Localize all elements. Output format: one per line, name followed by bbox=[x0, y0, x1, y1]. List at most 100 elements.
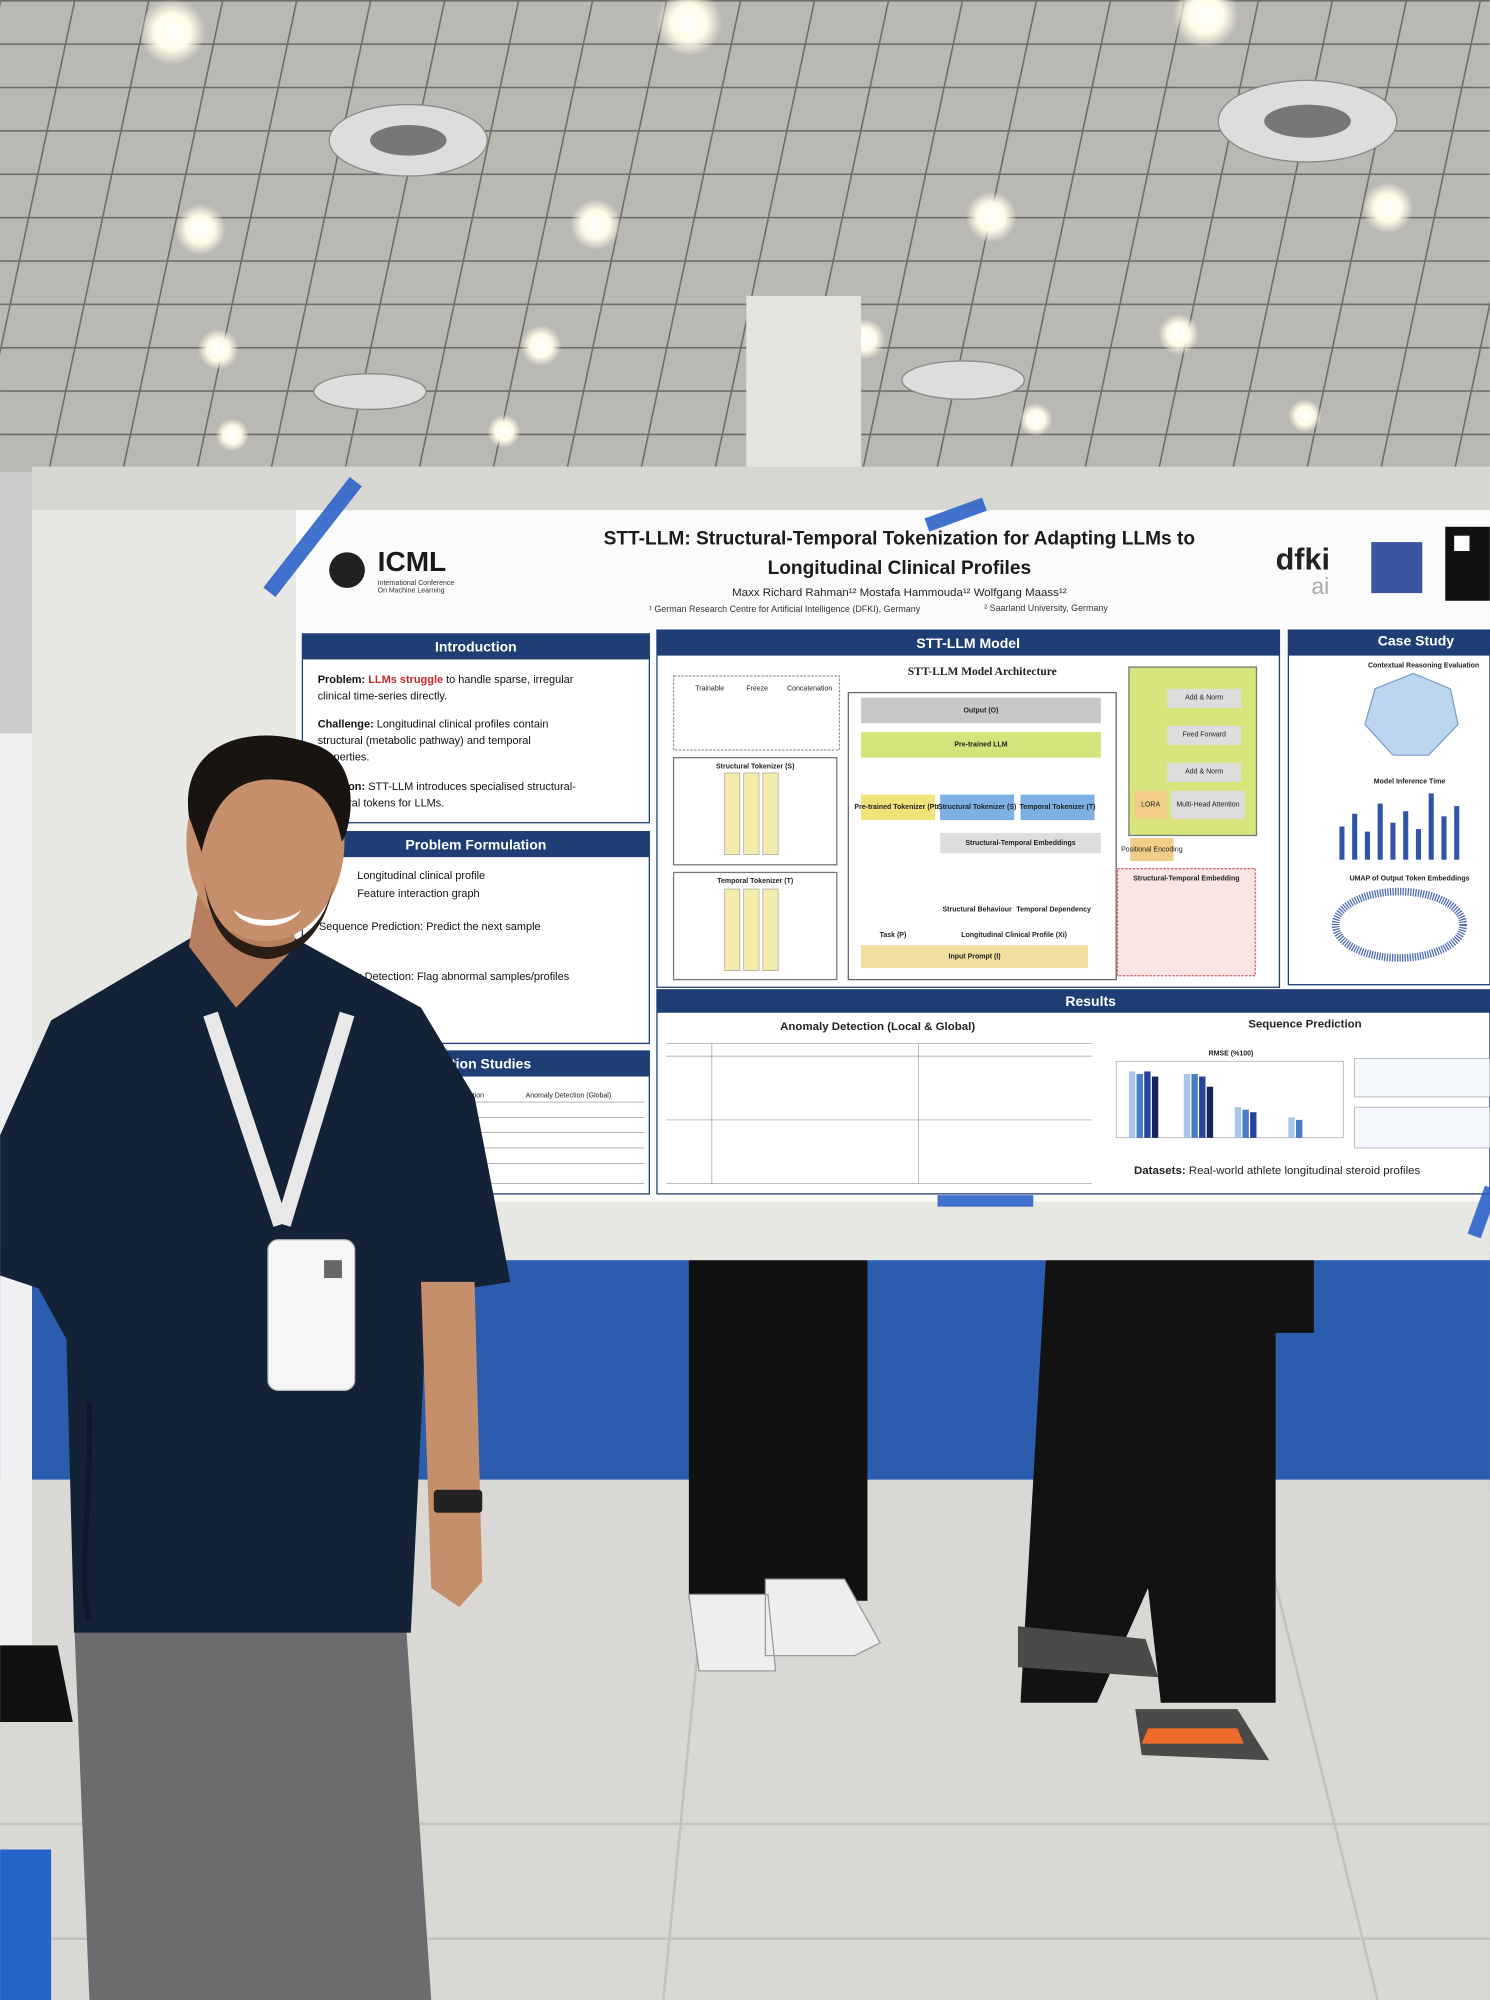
block bbox=[1134, 790, 1168, 819]
panel-header bbox=[1288, 630, 1490, 656]
formulation-text: Sequence Prediction: Predict the next sa… bbox=[319, 921, 541, 933]
block-label: Add & Norm bbox=[1185, 695, 1223, 702]
panel-label: Contextual Reasoning Evaluation bbox=[1368, 663, 1479, 670]
block-label: Feed Forward bbox=[1182, 732, 1226, 739]
university-logo bbox=[1371, 542, 1423, 594]
ceiling bbox=[0, 0, 1490, 472]
block-label: Longitudinal Clinical Profile (Xi) bbox=[961, 932, 1067, 939]
panel-header bbox=[656, 630, 1280, 656]
block-label: Temporal Tokenizer (T) bbox=[1020, 804, 1096, 811]
tokenizer-label: Temporal Tokenizer (T) bbox=[717, 878, 793, 885]
qr-code bbox=[1454, 535, 1470, 552]
background-people bbox=[688, 1256, 1314, 1761]
block-label: Temporal Dependency bbox=[1016, 906, 1091, 913]
block-label: Multi-Head Attention bbox=[1176, 802, 1239, 809]
section-heading: Case Study bbox=[1378, 632, 1455, 648]
logo-sub: International Conference bbox=[378, 580, 455, 587]
panel bbox=[301, 633, 650, 824]
block bbox=[1167, 688, 1242, 708]
label: Datasets: bbox=[1134, 1165, 1186, 1177]
section-heading: Problem Formulation bbox=[405, 836, 546, 852]
radar-chart bbox=[1364, 672, 1459, 756]
affiliation: ¹ German Research Centre for Artificial … bbox=[649, 604, 921, 614]
intro-text: Problem: LLMs struggle to handle sparse,… bbox=[318, 674, 574, 686]
embedding-box bbox=[1116, 867, 1256, 977]
label: Challenge: bbox=[318, 718, 374, 730]
board-top bbox=[31, 466, 1490, 511]
poster-title: Longitudinal Clinical Profiles bbox=[768, 558, 1032, 579]
block bbox=[861, 794, 936, 821]
block-label: Structural-Temporal Embeddings bbox=[965, 840, 1075, 847]
block-label: Structural Tokenizer (S) bbox=[938, 804, 1016, 811]
block bbox=[1020, 794, 1095, 821]
block bbox=[1167, 725, 1242, 745]
legend-item: Freeze bbox=[746, 686, 768, 693]
label: Problem: bbox=[318, 674, 365, 686]
rmse-bars bbox=[1115, 1058, 1490, 1149]
panel-label: UMAP of Output Token Embeddings bbox=[1350, 876, 1470, 883]
legend-item: Concatenation bbox=[787, 686, 832, 693]
legend-item: Trainable bbox=[695, 686, 724, 693]
block-label: Structural-Temporal Embedding bbox=[1133, 876, 1239, 883]
panel-header bbox=[302, 633, 650, 660]
icml-logo: ICML International Conference On Machine… bbox=[329, 546, 454, 594]
tokenizer-layers bbox=[724, 772, 779, 971]
text: Real-world athlete longitudinal steroid … bbox=[1186, 1165, 1421, 1177]
block bbox=[940, 832, 1101, 854]
block bbox=[1130, 838, 1174, 861]
results-label: Sequence Prediction bbox=[1248, 1018, 1361, 1030]
block-label: Positional Encoding bbox=[1121, 846, 1183, 853]
ablation-table bbox=[440, 1101, 645, 1184]
text: STT-LLM introduces specialised structura… bbox=[365, 781, 576, 793]
block bbox=[1167, 762, 1242, 782]
blue-tape bbox=[263, 476, 1490, 1239]
section-heading: Results bbox=[1065, 993, 1116, 1009]
section-heading: Introduction bbox=[435, 639, 517, 655]
authors: Maxx Richard Rahman¹² Mostafa Hammouda¹²… bbox=[732, 587, 1067, 599]
text: Longitudinal clinical profiles contain bbox=[374, 718, 549, 730]
legend-box bbox=[672, 675, 841, 751]
bag bbox=[0, 1849, 52, 2000]
panel bbox=[656, 989, 1490, 1195]
formulation-text: Longitudinal clinical profile bbox=[357, 870, 485, 882]
model-subtitle: STT-LLM Model Architecture bbox=[908, 666, 1057, 678]
formulation-text: Feature interaction graph bbox=[357, 888, 479, 900]
block-label: Structural Behaviour bbox=[943, 906, 1013, 913]
logo-sub: On Machine Learning bbox=[378, 587, 445, 594]
panel-header bbox=[302, 831, 650, 858]
ceiling-lights bbox=[139, 0, 1414, 452]
block-label: Output (O) bbox=[963, 707, 998, 714]
affiliation: ² Saarland University, Germany bbox=[984, 603, 1108, 613]
air-vents bbox=[313, 79, 1398, 411]
block-label: Task (P) bbox=[880, 932, 907, 939]
panel-label: Model Inference Time bbox=[1374, 779, 1446, 786]
umap-plot bbox=[1331, 887, 1467, 962]
text: to handle sparse, irregular bbox=[443, 674, 574, 686]
datasets-note: Datasets: Real-world athlete longitudina… bbox=[1134, 1165, 1421, 1177]
block bbox=[861, 945, 1089, 969]
formulation-text: Anomaly Detection: Flag abnormal samples… bbox=[319, 971, 570, 983]
pillar bbox=[746, 295, 862, 475]
dfki-logo: dfki bbox=[1276, 542, 1330, 576]
intro-text: structural (metabolic pathway) and tempo… bbox=[318, 735, 531, 747]
block-label: LORA bbox=[1141, 802, 1160, 809]
section-heading: STT-LLM Model bbox=[916, 635, 1020, 651]
table-header: Anomaly Detection (Global) bbox=[526, 1093, 612, 1100]
highlight: LLMs struggle bbox=[368, 674, 443, 686]
block-label: Input Prompt (I) bbox=[949, 953, 1001, 960]
tokenizer-label: Structural Tokenizer (S) bbox=[716, 763, 794, 770]
logo-text: ICML bbox=[378, 546, 447, 577]
block bbox=[940, 794, 1015, 821]
dfki-logo-sub: ai bbox=[1311, 573, 1329, 599]
block-label: Add & Norm bbox=[1185, 769, 1223, 776]
results-table bbox=[665, 1043, 1092, 1184]
block bbox=[861, 732, 1101, 758]
block bbox=[1171, 790, 1245, 819]
block-label: Pre-trained LLM bbox=[954, 742, 1007, 749]
intro-text: clinical time-series directly. bbox=[318, 690, 447, 702]
poster-title: STT-LLM: Structural-Temporal Tokenizatio… bbox=[604, 529, 1195, 550]
block bbox=[861, 697, 1101, 724]
block-label: Pre-trained Tokenizer (Ptr) bbox=[854, 804, 941, 811]
